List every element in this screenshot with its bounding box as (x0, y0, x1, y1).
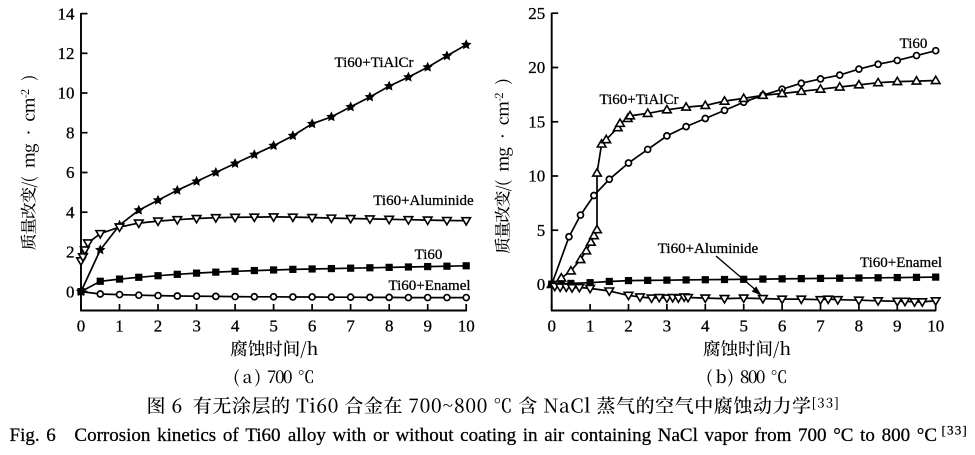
svg-text:°C: °C (917, 425, 937, 446)
svg-text:14: 14 (58, 4, 76, 23)
svg-text:1: 1 (115, 317, 124, 336)
svg-text:air: air (544, 425, 565, 446)
svg-text:to: to (860, 425, 875, 446)
svg-text:with: with (333, 425, 367, 446)
svg-text:6: 6 (46, 425, 56, 446)
svg-text:without: without (395, 425, 454, 446)
svg-text:25: 25 (528, 4, 545, 23)
svg-text:1: 1 (586, 317, 595, 336)
svg-text:5: 5 (537, 221, 546, 240)
svg-text:3: 3 (663, 317, 672, 336)
svg-text:6: 6 (66, 163, 75, 182)
svg-text:15: 15 (528, 113, 545, 132)
svg-text:vapor: vapor (705, 425, 749, 446)
svg-text:8: 8 (855, 317, 864, 336)
svg-text:4: 4 (231, 317, 240, 336)
svg-text:of: of (223, 425, 240, 446)
svg-text:Ti60: Ti60 (245, 425, 280, 446)
svg-text:12: 12 (58, 44, 75, 63)
svg-text:Ti60: Ti60 (900, 36, 928, 52)
svg-text:2: 2 (624, 317, 633, 336)
svg-text:[33]: [33] (942, 423, 968, 438)
svg-text:Ti60+Aluminide: Ti60+Aluminide (373, 193, 474, 209)
svg-text:Ti60+TiAlCr: Ti60+TiAlCr (599, 92, 678, 108)
svg-text:Corrosion: Corrosion (74, 425, 151, 446)
svg-text:NaCl: NaCl (658, 425, 698, 446)
svg-text:7: 7 (346, 317, 355, 336)
svg-text:Ti60+Enamel: Ti60+Enamel (860, 255, 942, 271)
svg-text:or: or (373, 425, 390, 446)
svg-text:alloy: alloy (288, 425, 326, 446)
svg-text:10: 10 (927, 317, 944, 336)
svg-text:700: 700 (798, 425, 827, 446)
svg-text:4: 4 (701, 317, 710, 336)
svg-text:8: 8 (66, 123, 75, 142)
svg-text:Ti60+Enamel: Ti60+Enamel (388, 278, 470, 294)
svg-text:0: 0 (77, 317, 86, 336)
svg-text:5: 5 (739, 317, 748, 336)
svg-text:2: 2 (66, 243, 75, 262)
svg-text:in: in (523, 425, 538, 446)
svg-text:10: 10 (58, 84, 75, 103)
svg-text:from: from (754, 425, 791, 446)
svg-text:9: 9 (893, 317, 902, 336)
svg-text:3: 3 (192, 317, 201, 336)
svg-text:°C: °C (833, 425, 853, 446)
svg-text:Ti60: Ti60 (415, 247, 443, 263)
svg-text:7: 7 (816, 317, 825, 336)
svg-text:containing: containing (571, 425, 652, 446)
svg-text:0: 0 (547, 317, 556, 336)
svg-text:kinetics: kinetics (157, 425, 216, 446)
svg-text:6: 6 (778, 317, 787, 336)
svg-text:8: 8 (385, 317, 394, 336)
svg-text:coating: coating (460, 425, 516, 446)
svg-text:Ti60+Aluminide: Ti60+Aluminide (658, 241, 759, 257)
svg-text:800: 800 (882, 425, 911, 446)
svg-text:4: 4 (66, 203, 75, 222)
svg-text:Fig.: Fig. (10, 425, 40, 446)
svg-text:20: 20 (528, 58, 545, 77)
svg-text:0: 0 (66, 282, 75, 301)
svg-text:10: 10 (458, 317, 475, 336)
svg-text:9: 9 (423, 317, 432, 336)
svg-text:Ti60+TiAlCr: Ti60+TiAlCr (334, 55, 413, 71)
svg-text:6: 6 (308, 317, 317, 336)
svg-text:2: 2 (154, 317, 163, 336)
svg-text:10: 10 (528, 167, 545, 186)
svg-text:5: 5 (269, 317, 278, 336)
svg-text:0: 0 (537, 275, 546, 294)
